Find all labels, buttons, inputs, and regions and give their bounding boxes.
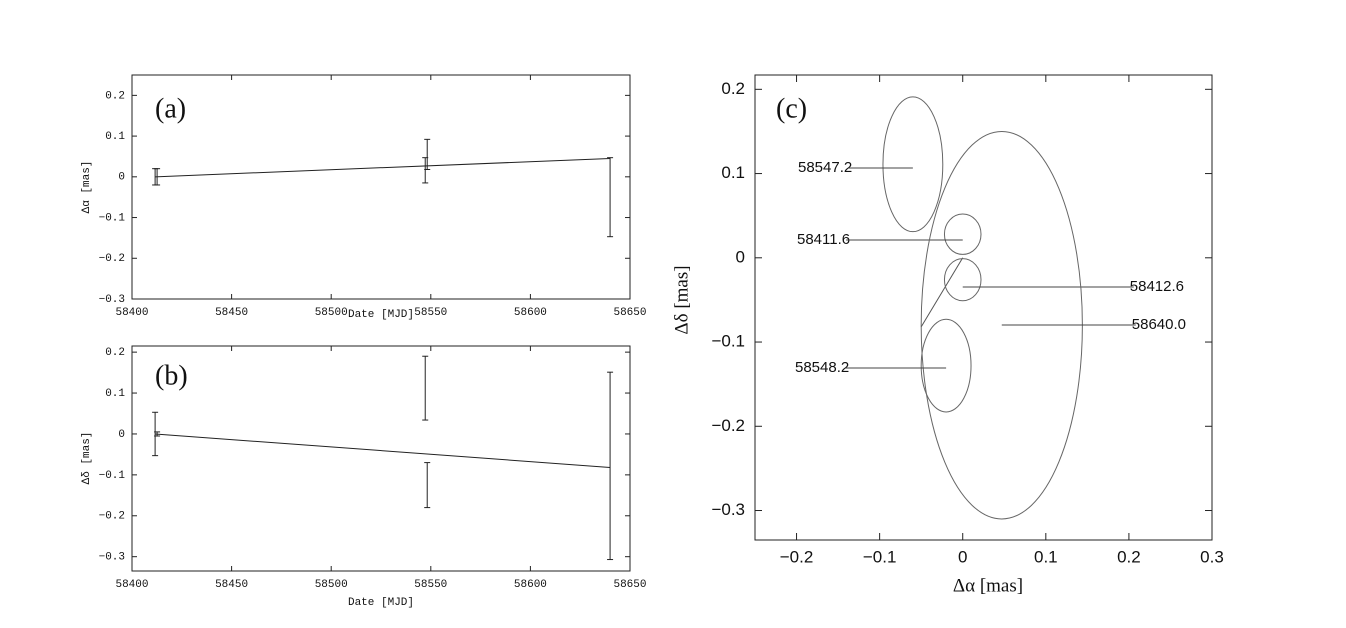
- epoch-label: 58547.2: [798, 159, 852, 176]
- error-bar: [607, 157, 614, 238]
- y-tick-label: 0: [118, 172, 125, 184]
- x-tick-label: 0: [958, 547, 967, 566]
- y-tick-label: 0.1: [721, 163, 745, 182]
- y-tick-label: 0: [736, 247, 745, 266]
- x-tick-label: 58400: [115, 307, 148, 319]
- error-ellipse: [882, 96, 944, 233]
- y-tick-label: −0.3: [711, 500, 745, 519]
- panel-label: (a): [155, 93, 186, 124]
- x-axis-label: Δα [mas]: [953, 575, 1023, 596]
- epoch-label: 58412.6: [1130, 278, 1184, 295]
- y-axis-label: Δδ [mas]: [81, 432, 93, 485]
- x-tick-label: 58550: [414, 307, 447, 319]
- error-ellipse: [920, 318, 972, 413]
- panel-label: (c): [776, 93, 807, 124]
- y-axis-label: Δδ [mas]: [671, 265, 692, 334]
- x-tick-label: 58450: [215, 579, 248, 591]
- x-tick-label: 0.2: [1117, 547, 1141, 566]
- x-tick-label: 58600: [514, 579, 547, 591]
- x-tick-label: 58600: [514, 307, 547, 319]
- plot-frame: [754, 74, 1213, 541]
- y-tick-label: 0.2: [105, 347, 125, 359]
- x-tick-label: 58500: [315, 307, 348, 319]
- error-bar: [607, 371, 614, 561]
- error-ellipse: [943, 213, 982, 255]
- error-bar: [152, 411, 159, 457]
- y-tick-label: −0.1: [99, 212, 126, 224]
- x-tick-label: 58650: [613, 579, 646, 591]
- fit-line: [920, 257, 964, 328]
- error-bar: [424, 462, 431, 509]
- x-tick-label: 58450: [215, 307, 248, 319]
- y-tick-label: −0.3: [99, 552, 125, 564]
- y-tick-label: −0.1: [99, 470, 126, 482]
- error-bar: [422, 355, 429, 421]
- y-axis-label: Δα [mas]: [81, 161, 93, 214]
- x-tick-label: 0.1: [1034, 547, 1058, 566]
- x-axis-label: Date [MJD]: [348, 597, 414, 609]
- x-tick-label: 0.3: [1200, 547, 1224, 566]
- y-tick-label: 0: [118, 429, 125, 441]
- fit-line: [155, 433, 611, 468]
- y-tick-label: 0.2: [721, 79, 745, 98]
- error-bar: [154, 168, 161, 186]
- epoch-label: 58640.0: [1132, 316, 1186, 333]
- error-bar: [154, 431, 161, 437]
- y-tick-label: −0.1: [711, 332, 745, 351]
- y-tick-label: −0.2: [99, 253, 125, 265]
- plot-frame: [131, 345, 631, 572]
- x-tick-label: 58500: [315, 579, 348, 591]
- x-tick-label: 58400: [115, 579, 148, 591]
- error-bar: [424, 138, 431, 170]
- plot-frame: [131, 74, 631, 300]
- fit-line: [155, 157, 611, 178]
- x-tick-label: −0.2: [780, 547, 814, 566]
- panel-label: (b): [155, 360, 188, 391]
- y-tick-label: −0.3: [99, 294, 125, 306]
- y-tick-label: −0.2: [99, 511, 125, 523]
- epoch-label: 58548.2: [795, 359, 849, 376]
- epoch-label: 58411.6: [797, 231, 850, 248]
- y-tick-label: 0.1: [105, 388, 125, 400]
- x-axis-label: Date [MJD]: [348, 309, 414, 321]
- y-tick-label: 0.1: [105, 131, 125, 143]
- y-tick-label: −0.2: [711, 416, 745, 435]
- error-ellipse: [943, 258, 982, 302]
- x-tick-label: −0.1: [863, 547, 897, 566]
- x-tick-label: 58650: [613, 307, 646, 319]
- y-tick-label: 0.2: [105, 90, 125, 102]
- x-tick-label: 58550: [414, 579, 447, 591]
